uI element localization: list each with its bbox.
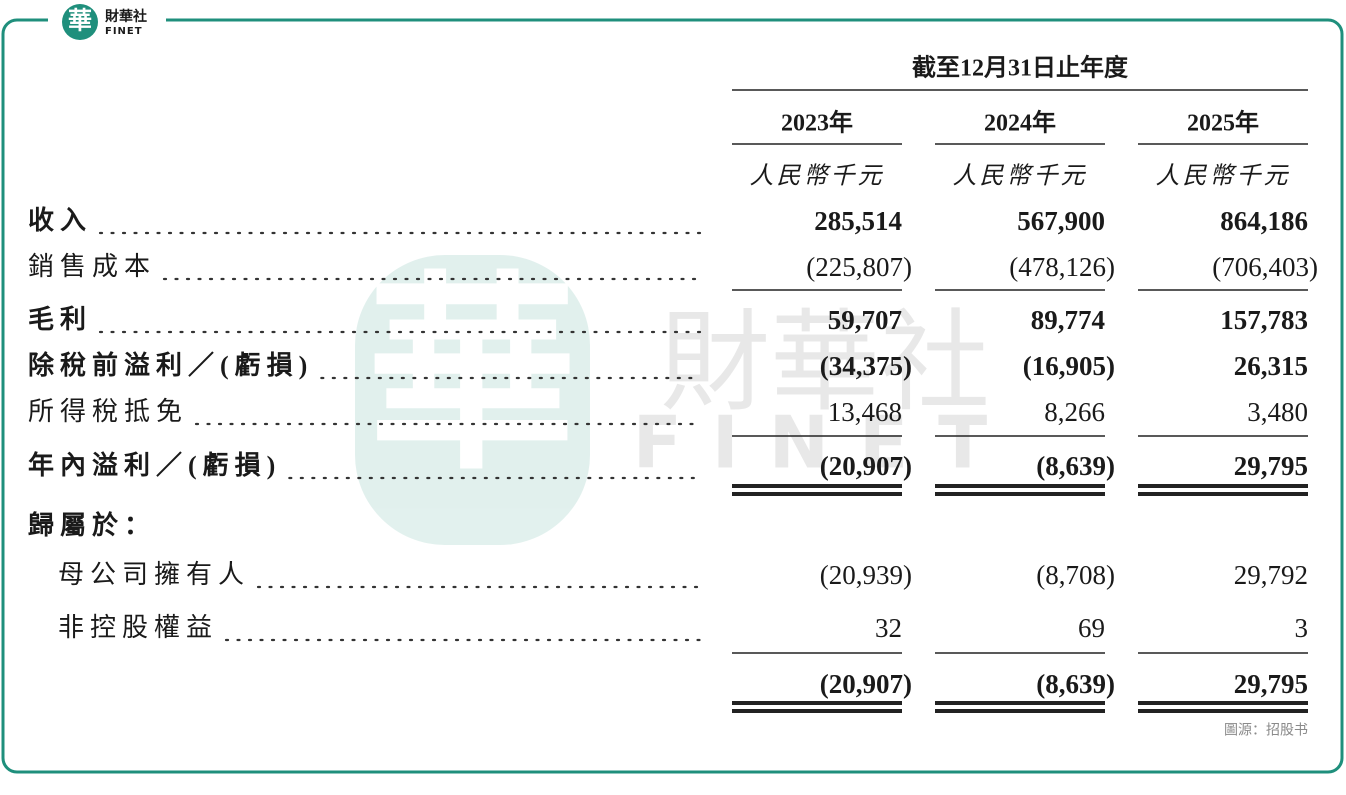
cell-value: 69 bbox=[1078, 613, 1105, 643]
cell-value: 32 bbox=[875, 613, 902, 643]
cell-value: (16,905) bbox=[1023, 351, 1115, 381]
row-label: 歸屬於： bbox=[28, 510, 156, 540]
cell-value: 26,315 bbox=[1234, 351, 1308, 381]
cell-value: 864,186 bbox=[1220, 206, 1308, 236]
cell-value: (34,375) bbox=[820, 351, 912, 381]
year-header: 2023年 bbox=[781, 109, 853, 137]
year-header: 2024年 bbox=[984, 109, 1056, 137]
period-header: 截至12月31日止年度 bbox=[912, 54, 1129, 82]
logo-latin: FINET bbox=[105, 26, 143, 37]
row-label: 收入 bbox=[28, 206, 92, 235]
watermark: 華 財華社 FINET bbox=[355, 255, 1018, 545]
row-label: 毛利 bbox=[28, 305, 92, 334]
row-label: 所得稅抵免 bbox=[28, 397, 188, 426]
cell-value: (8,708) bbox=[1036, 560, 1115, 590]
cell-value: (20,907) bbox=[820, 451, 912, 481]
cell-value: (478,126) bbox=[1009, 252, 1115, 282]
row-label: 非控股權益 bbox=[58, 613, 218, 642]
row-label: 除稅前溢利／(虧損) bbox=[28, 350, 313, 380]
watermark-seal bbox=[355, 255, 590, 545]
cell-value: 29,792 bbox=[1234, 560, 1308, 590]
row-label: 年內溢利／(虧損) bbox=[28, 450, 281, 480]
cell-value: 3,480 bbox=[1247, 397, 1308, 427]
cell-value: 89,774 bbox=[1031, 305, 1105, 335]
row-label: 母公司擁有人 bbox=[58, 560, 250, 589]
unit: 人民幣千元 bbox=[750, 163, 885, 190]
row-label: 銷售成本 bbox=[28, 252, 156, 281]
cell-value: 29,795 bbox=[1234, 451, 1308, 481]
cell-value: 567,900 bbox=[1017, 206, 1105, 236]
source: 圖源：招股书 bbox=[1224, 722, 1308, 738]
logo-name: 財華社 bbox=[104, 8, 147, 25]
watermark-latin: FINET bbox=[633, 401, 1018, 485]
cell-value: 157,783 bbox=[1220, 305, 1308, 335]
cell-value: 59,707 bbox=[828, 305, 902, 335]
frame bbox=[1, 18, 1344, 774]
cell-value: (20,907) bbox=[820, 669, 912, 699]
cell-value: 8,266 bbox=[1044, 397, 1105, 427]
cell-value: 285,514 bbox=[814, 206, 902, 236]
watermark-name: 財華社 bbox=[660, 298, 990, 426]
cell-value: (225,807) bbox=[806, 252, 912, 282]
cell-value: (8,639) bbox=[1036, 669, 1115, 699]
cell-value: (8,639) bbox=[1036, 451, 1115, 481]
cell-value: 29,795 bbox=[1234, 669, 1308, 699]
year-header: 2025年 bbox=[1187, 109, 1259, 137]
unit: 人民幣千元 bbox=[953, 163, 1088, 190]
logo-seal-char: 華 bbox=[68, 8, 92, 35]
logo-seal bbox=[62, 4, 98, 40]
cell-value: (20,939) bbox=[820, 560, 912, 590]
cell-value: (706,403) bbox=[1212, 252, 1318, 282]
cell-value: 13,468 bbox=[828, 397, 902, 427]
unit: 人民幣千元 bbox=[1156, 163, 1291, 190]
cell-value: 3 bbox=[1295, 613, 1309, 643]
